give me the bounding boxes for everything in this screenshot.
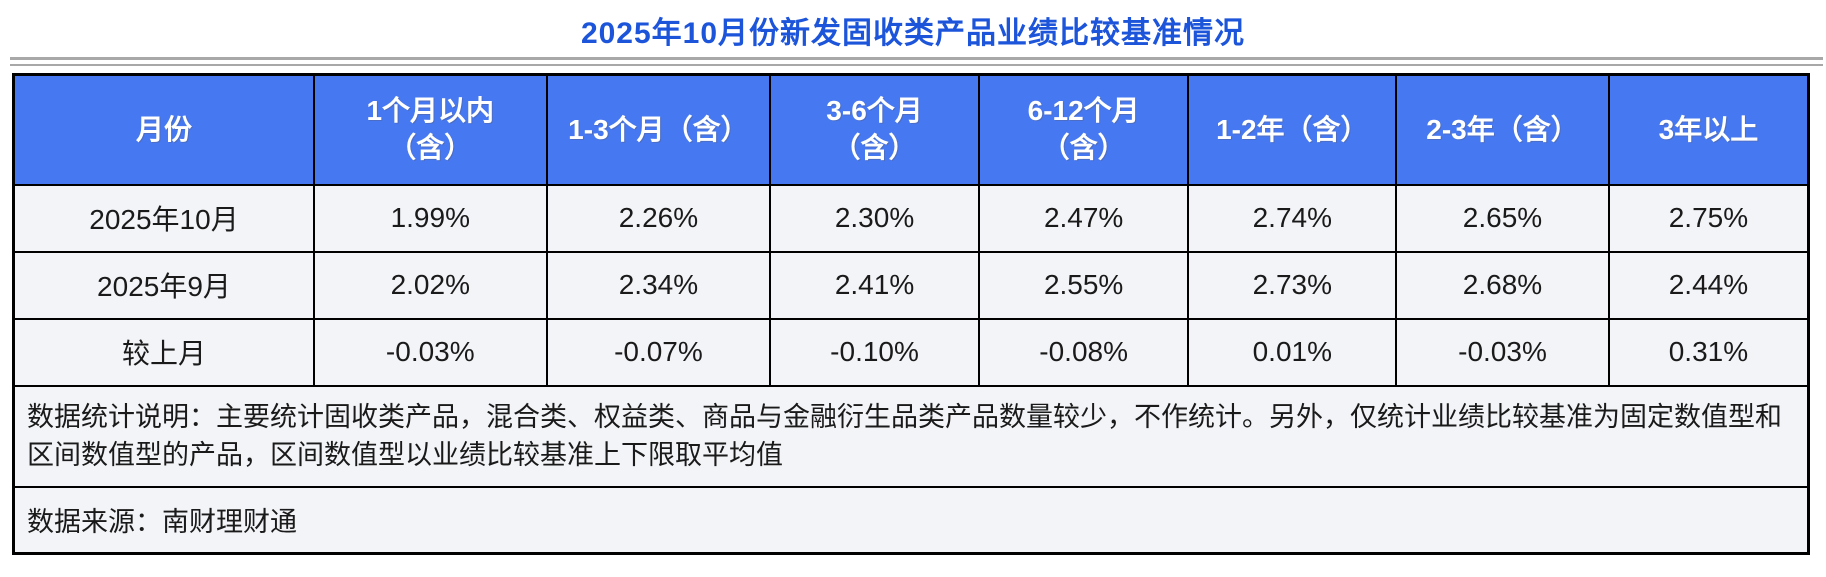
value-cell: 2.41%: [769, 250, 980, 320]
header-cell-6-12m: 6-12个月 （含）: [977, 73, 1190, 186]
value-cell: 2.34%: [545, 250, 772, 320]
value-cell: -0.07%: [545, 317, 772, 387]
value-cell: 2.65%: [1395, 183, 1610, 253]
data-source: 数据来源：南财理财通: [12, 485, 1810, 555]
value-cell: 0.31%: [1607, 317, 1810, 387]
statistics-note: 数据统计说明：主要统计固收类产品，混合类、权益类、商品与金融衍生品类产品数量较少…: [12, 384, 1810, 488]
value-cell: 2.30%: [769, 183, 980, 253]
table-header-row: 月份 1个月以内 （含） 1-3个月（含） 3-6个月 （含） 6-12个月 （…: [12, 73, 1810, 186]
value-cell: -0.08%: [977, 317, 1190, 387]
value-cell: 2.75%: [1607, 183, 1810, 253]
table-row-2025-10: 2025年10月 1.99% 2.26% 2.30% 2.47% 2.74% 2…: [12, 183, 1810, 253]
header-cell-2-3y: 2-3年（含）: [1395, 73, 1610, 186]
title-divider-line: [10, 57, 1823, 66]
header-cell-month: 月份: [12, 73, 315, 186]
table-source-row: 数据来源：南财理财通: [12, 485, 1810, 555]
table-row-2025-09: 2025年9月 2.02% 2.34% 2.41% 2.55% 2.73% 2.…: [12, 250, 1810, 320]
value-cell: 2.74%: [1187, 183, 1398, 253]
value-cell: 2.68%: [1395, 250, 1610, 320]
value-cell: -0.10%: [769, 317, 980, 387]
header-cell-over-3y: 3年以上: [1607, 73, 1810, 186]
row-label: 较上月: [12, 317, 315, 387]
table-row-mom-change: 较上月 -0.03% -0.07% -0.10% -0.08% 0.01% -0…: [12, 317, 1810, 387]
value-cell: -0.03%: [1395, 317, 1610, 387]
table-note-row: 数据统计说明：主要统计固收类产品，混合类、权益类、商品与金融衍生品类产品数量较少…: [12, 384, 1810, 488]
value-cell: 2.26%: [545, 183, 772, 253]
value-cell: 2.02%: [312, 250, 548, 320]
value-cell: -0.03%: [312, 317, 548, 387]
value-cell: 0.01%: [1187, 317, 1398, 387]
header-cell-1-3m: 1-3个月（含）: [545, 73, 772, 186]
value-cell: 2.55%: [977, 250, 1190, 320]
value-cell: 1.99%: [312, 183, 548, 253]
value-cell: 2.47%: [977, 183, 1190, 253]
row-label: 2025年10月: [12, 183, 315, 253]
header-cell-1-2y: 1-2年（含）: [1187, 73, 1398, 186]
value-cell: 2.44%: [1607, 250, 1810, 320]
benchmark-table: 月份 1个月以内 （含） 1-3个月（含） 3-6个月 （含） 6-12个月 （…: [12, 73, 1810, 555]
page-title: 2025年10月份新发固收类产品业绩比较基准情况: [580, 17, 1246, 50]
value-cell: 2.73%: [1187, 250, 1398, 320]
header-cell-under-1m: 1个月以内 （含）: [312, 73, 548, 186]
header-cell-3-6m: 3-6个月 （含）: [769, 73, 980, 186]
row-label: 2025年9月: [12, 250, 315, 320]
